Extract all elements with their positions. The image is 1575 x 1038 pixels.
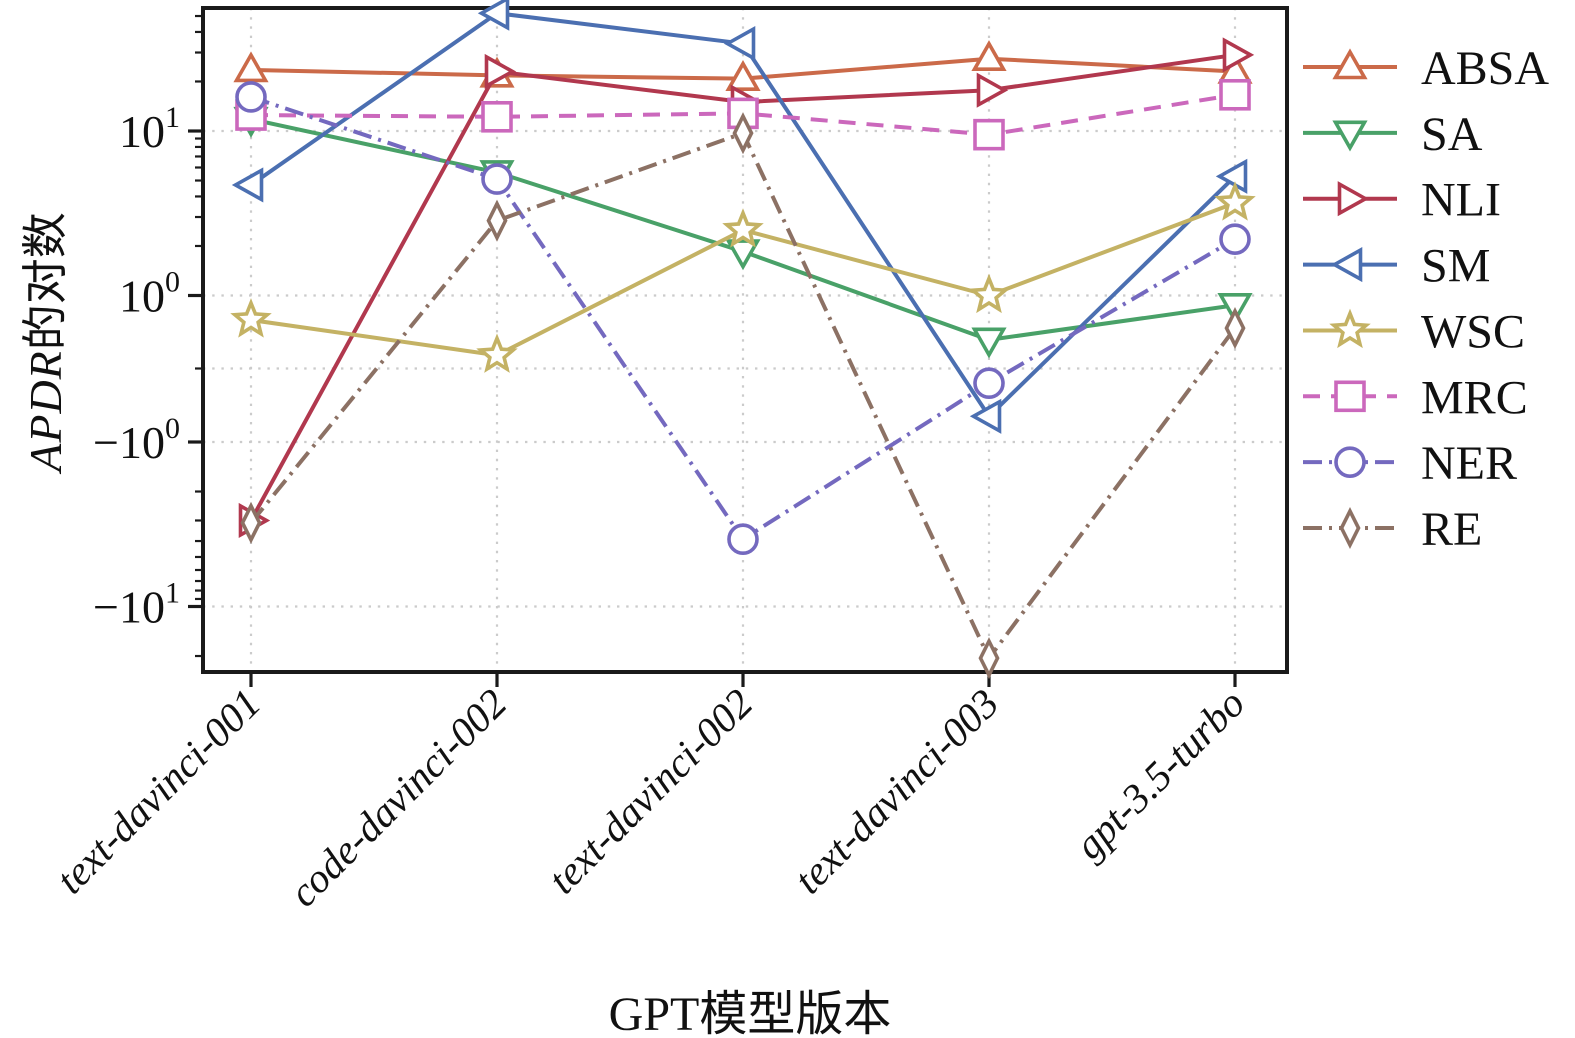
diamond-thin-marker — [1339, 506, 1361, 550]
legend-item-ABSA: ABSA — [1303, 42, 1549, 95]
triangle-left-marker — [1215, 158, 1248, 194]
circle-marker — [1334, 446, 1366, 478]
legend-item-WSC: WSC — [1303, 305, 1525, 358]
legend-label: WSC — [1421, 305, 1525, 358]
y-tick-label: −101 — [93, 577, 180, 633]
circle-marker — [1219, 223, 1251, 255]
legend-item-SM: SM — [1303, 240, 1490, 293]
circle-marker — [727, 523, 759, 556]
y-axis-title: APDR的对数 — [9, 212, 75, 472]
legend-label: NLI — [1421, 174, 1501, 227]
triangle-left-marker — [969, 398, 1002, 434]
legend-label: MRC — [1421, 371, 1528, 424]
y-tick-label: 100 — [119, 266, 180, 322]
series-RE — [240, 112, 1246, 680]
legend-label: ABSA — [1421, 42, 1549, 95]
y-tick-label: −100 — [93, 412, 180, 468]
square-marker — [1219, 78, 1251, 111]
legend-label: NER — [1421, 437, 1517, 490]
star-marker — [722, 208, 764, 248]
x-tick-label: text-davinci-002 — [539, 680, 762, 903]
legend: ABSA SA NLI SM WSC MRC NER RE — [1303, 42, 1549, 556]
x-tick-label: text-davinci-003 — [785, 680, 1008, 903]
plot-border — [201, 6, 1289, 674]
legend-item-MRC: MRC — [1303, 371, 1528, 424]
y-axis-title-italic-part: APDR — [20, 350, 71, 472]
triangle-up-marker — [725, 60, 761, 91]
triangle-up-marker — [233, 51, 269, 83]
triangle-left-marker — [1330, 247, 1363, 283]
square-marker — [1334, 380, 1366, 413]
legend-item-SA: SA — [1303, 108, 1483, 161]
triangle-left-marker — [723, 26, 756, 62]
axis-ticks — [188, 14, 1237, 687]
legend-label: SA — [1421, 108, 1483, 161]
circle-marker — [481, 163, 513, 195]
star-marker — [476, 333, 518, 373]
diamond-thin-marker — [732, 112, 754, 155]
triangle-down-marker — [725, 239, 761, 271]
triangle-left-marker — [231, 167, 264, 203]
x-tick-label: code-davinci-002 — [280, 680, 515, 915]
legend-item-NLI: NLI — [1303, 174, 1501, 227]
series-SA — [233, 106, 1253, 359]
legend-item-RE: RE — [1303, 503, 1482, 556]
triangle-right-marker — [1337, 181, 1370, 217]
y-tick-label: 101 — [119, 101, 180, 157]
diamond-thin-marker — [978, 637, 1000, 680]
triangle-up-marker — [1332, 48, 1368, 80]
star-marker — [230, 298, 272, 338]
series-WSC — [230, 181, 1256, 373]
x-tick-label: gpt-3.5-turbo — [1065, 680, 1253, 868]
y-axis-title-cjk-part: 的对数 — [20, 212, 71, 351]
legend-item-NER: NER — [1303, 437, 1517, 490]
triangle-right-marker — [976, 72, 1009, 108]
x-tick-label: text-davinci-001 — [47, 680, 270, 903]
star-marker — [1329, 308, 1371, 349]
x-axis-title: GPT模型版本 — [608, 988, 892, 1038]
circle-marker — [235, 81, 267, 113]
series-NER — [235, 81, 1251, 556]
triangle-down-marker — [971, 327, 1007, 359]
star-marker — [968, 273, 1010, 314]
legend-label: SM — [1421, 240, 1490, 293]
triangle-down-marker — [1332, 120, 1368, 152]
triangle-right-marker — [484, 53, 517, 90]
diamond-thin-marker — [1224, 307, 1246, 350]
diamond-thin-marker — [486, 199, 508, 242]
triangle-left-marker — [477, 0, 510, 31]
legend-label: RE — [1421, 503, 1482, 556]
square-marker — [481, 100, 513, 133]
star-marker — [1214, 181, 1256, 221]
circle-marker — [973, 367, 1005, 400]
triangle-up-marker — [971, 40, 1007, 72]
diamond-thin-marker — [240, 501, 262, 544]
triangle-right-marker — [1222, 37, 1255, 73]
square-marker — [973, 118, 1005, 151]
